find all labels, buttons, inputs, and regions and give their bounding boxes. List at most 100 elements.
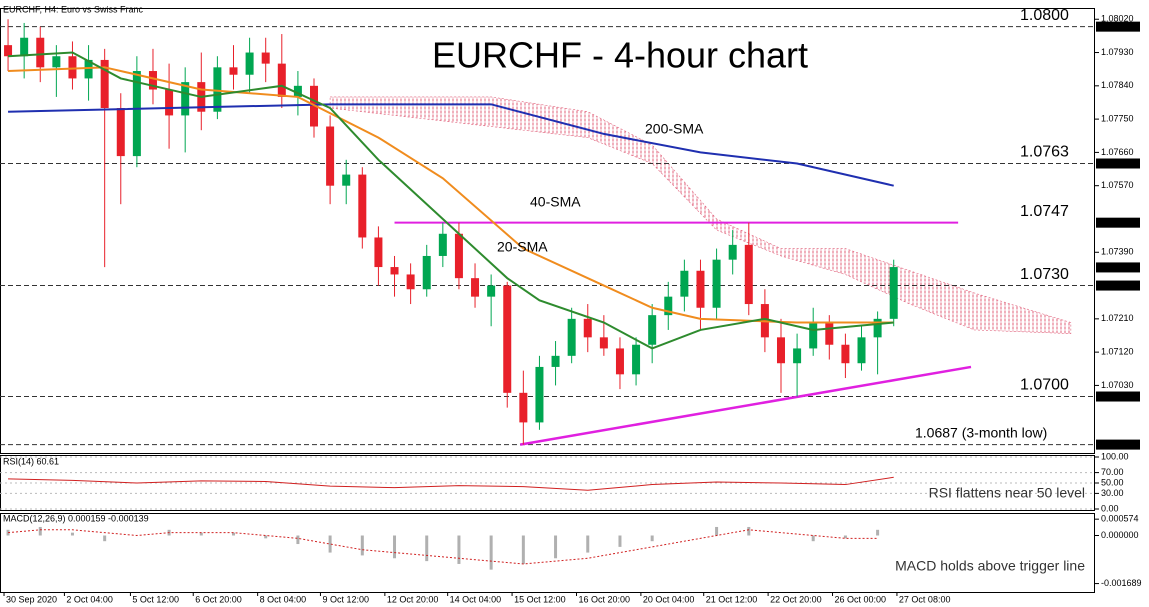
- y-tick-label: 100.00: [1101, 451, 1129, 461]
- x-tick-label: 5 Oct 12:00: [132, 594, 179, 604]
- candle-body: [535, 366, 544, 423]
- candle-body: [422, 255, 431, 290]
- signal-line: [8, 529, 878, 565]
- candle-body: [632, 344, 641, 375]
- candle-body: [615, 348, 624, 375]
- candle-body: [148, 71, 157, 90]
- candle-body: [213, 67, 222, 112]
- y-tick-label: 1.07390: [1101, 247, 1134, 257]
- x-tick-label: 9 Oct 12:00: [322, 594, 369, 604]
- x-tick-label: 20 Oct 04:00: [643, 594, 695, 604]
- price-box-label: 1.07300: [1099, 280, 1132, 290]
- macd-frame: [0, 513, 1095, 593]
- y-tick-label: 1.07030: [1101, 380, 1134, 390]
- ichimoku-cloud: [329, 96, 1072, 334]
- y-tick-label: 1.07120: [1101, 347, 1134, 357]
- candle-body: [84, 59, 93, 79]
- level-label: 1.0687 (3-month low): [915, 424, 1047, 440]
- candle-body: [438, 233, 447, 256]
- annotation: RSI flattens near 50 level: [929, 485, 1085, 501]
- price-box: [1096, 391, 1140, 402]
- y-tick-label: 1.07570: [1101, 180, 1134, 190]
- candle-body: [825, 322, 834, 345]
- sma-label: 200-SMA: [645, 121, 704, 137]
- x-tick-label: 30 Sep 2020: [6, 594, 57, 604]
- price-box: [1096, 280, 1140, 291]
- rsi-line: [8, 476, 894, 491]
- x-tick-label: 8 Oct 04:00: [260, 594, 307, 604]
- candle-body: [889, 267, 898, 319]
- panel-label: MACD(12,26,9) 0.000159 -0.000139: [3, 513, 149, 523]
- x-tick-label: 27 Oct 08:00: [899, 594, 951, 604]
- candle-body: [664, 296, 673, 316]
- candle-body: [374, 237, 383, 268]
- candle-body: [776, 337, 785, 364]
- x-tick-label: 6 Oct 20:00: [195, 594, 242, 604]
- candle-body: [487, 285, 496, 297]
- candle-body: [712, 259, 721, 308]
- candle-body: [454, 233, 463, 279]
- candle-body: [696, 270, 705, 308]
- candle-body: [809, 322, 818, 349]
- candle-body: [599, 337, 608, 349]
- price-box-label: 1.07000: [1099, 391, 1132, 401]
- y-tick-label: 1.07660: [1101, 147, 1134, 157]
- x-tick-label: 26 Oct 00:00: [835, 594, 887, 604]
- y-tick-label: 1.07750: [1101, 113, 1134, 123]
- candle-body: [680, 270, 689, 297]
- price-box: [1096, 21, 1140, 32]
- level-label: 1.0800: [1020, 7, 1069, 24]
- price-box-label: 1.08000: [1099, 21, 1132, 31]
- candle-body: [293, 85, 302, 97]
- y-tick-label: 1.07210: [1101, 313, 1134, 323]
- x-tick-label: 21 Oct 12:00: [706, 594, 758, 604]
- sma-line: [7, 51, 894, 350]
- candle-body: [841, 344, 850, 364]
- candle-body: [519, 392, 528, 423]
- y-tick-label: 0.00: [1101, 503, 1119, 513]
- candle-body: [100, 59, 109, 109]
- y-tick-label: 50.00: [1101, 477, 1124, 487]
- candle-body: [245, 52, 254, 75]
- candle-body: [744, 244, 753, 305]
- trend-line: [519, 365, 972, 446]
- candle-body: [52, 56, 61, 68]
- x-tick-label: 22 Oct 20:00: [770, 594, 822, 604]
- candle-body: [793, 348, 802, 364]
- y-tick-label: 70.00: [1101, 467, 1124, 477]
- x-tick-label: 15 Oct 12:00: [514, 594, 566, 604]
- candle-body: [728, 244, 737, 260]
- annotation: MACD holds above trigger line: [895, 558, 1085, 574]
- price-box: [1096, 158, 1140, 169]
- candle-body: [229, 67, 238, 75]
- sma-line: [8, 103, 894, 187]
- price-box: [1096, 262, 1140, 273]
- sma-label: 40-SMA: [530, 194, 581, 210]
- candle-body: [390, 267, 399, 275]
- price-box: [1096, 439, 1140, 450]
- candle-body: [503, 285, 512, 393]
- price-box: [1096, 217, 1140, 228]
- level-label: 1.0763: [1020, 144, 1069, 161]
- x-tick-label: 12 Oct 20:00: [387, 594, 439, 604]
- x-tick-label: 16 Oct 20:00: [578, 594, 630, 604]
- candle-body: [583, 318, 592, 338]
- sma-label: 20-SMA: [497, 239, 548, 255]
- y-tick-label: 30.00: [1101, 488, 1124, 498]
- y-tick-label: 1.07840: [1101, 80, 1134, 90]
- y-tick-label: 1.07930: [1101, 47, 1134, 57]
- sma-line: [8, 66, 894, 324]
- price-box-label: 1.07470: [1099, 217, 1132, 227]
- y-tick-label: 0.000574: [1101, 514, 1139, 524]
- candle-body: [36, 37, 45, 68]
- candle-body: [132, 71, 141, 157]
- price-box-label: 1.07630: [1099, 158, 1132, 168]
- candle-body: [165, 89, 174, 116]
- price-box-label: 1.06870: [1099, 439, 1132, 449]
- candle-body: [567, 318, 576, 356]
- candle-body: [261, 52, 270, 64]
- candle-body: [406, 274, 415, 290]
- candle-body: [471, 278, 480, 297]
- candle-body: [277, 63, 286, 97]
- x-tick-label: 2 Oct 04:00: [66, 594, 113, 604]
